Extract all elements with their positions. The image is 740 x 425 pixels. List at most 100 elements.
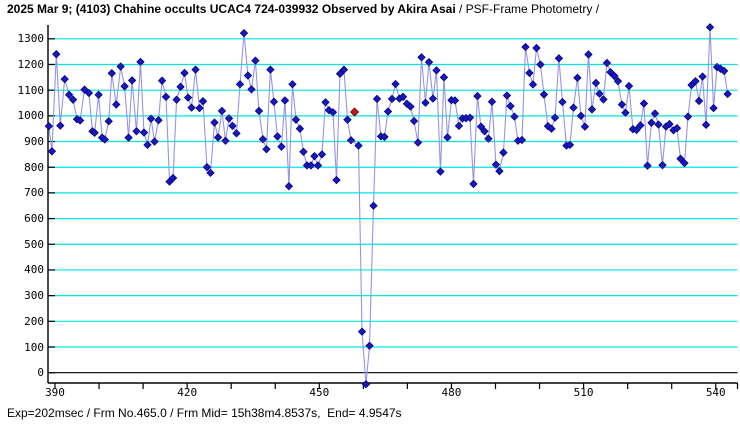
y-tick-label: 300	[24, 289, 44, 303]
data-point-marker	[495, 166, 504, 176]
y-tick-label: 700	[24, 186, 44, 200]
data-point-marker	[698, 72, 707, 81]
data-point-marker	[417, 53, 426, 62]
data-point-marker	[554, 54, 564, 63]
data-point-marker	[180, 68, 189, 78]
data-polyline	[48, 27, 729, 385]
x-tick-label: 540	[705, 386, 726, 399]
data-point-marker	[610, 71, 619, 81]
data-point-marker	[691, 77, 700, 86]
data-point-marker	[369, 201, 378, 210]
data-point-marker	[424, 58, 434, 67]
data-point-marker	[683, 112, 693, 121]
chart-title: 2025 Mar 9; (4103) Chahine occults UCAC4…	[7, 2, 599, 16]
highlight-point	[349, 107, 360, 117]
data-point-marker	[454, 121, 464, 131]
data-point-marker	[343, 115, 352, 124]
data-point-marker	[47, 147, 57, 156]
status-line: Exp=202msec / Frm No.465.0 / Frm Mid= 15…	[7, 406, 402, 420]
x-tick-label: 510	[573, 386, 594, 399]
data-point-marker	[52, 50, 61, 59]
data-point-marker	[328, 108, 338, 117]
light-curve-line	[48, 27, 729, 385]
data-point-marker	[658, 160, 667, 170]
data-point-marker	[346, 136, 356, 145]
data-point-marker	[621, 108, 630, 117]
data-point-marker	[206, 168, 215, 178]
data-point-marker	[365, 341, 374, 350]
data-point-marker	[617, 100, 627, 109]
data-point-marker	[288, 80, 297, 89]
data-point-marker	[521, 42, 530, 52]
data-point-marker	[465, 113, 475, 122]
data-point-marker	[687, 80, 696, 90]
y-tick-label: 1100	[17, 83, 45, 97]
data-point-marker	[127, 76, 137, 85]
data-point-marker	[643, 161, 652, 170]
data-point-marker	[266, 65, 275, 74]
data-point-marker	[565, 140, 575, 150]
data-point-marker	[90, 128, 99, 137]
data-point-marker	[584, 50, 593, 59]
data-point-marker	[213, 133, 223, 142]
y-tick-label: 600	[24, 212, 44, 226]
x-tick-label: 390	[45, 386, 65, 399]
data-point-marker	[291, 115, 301, 124]
data-point-marker	[432, 66, 441, 75]
data-point-marker	[75, 116, 85, 125]
data-point-marker	[64, 90, 74, 99]
data-point-marker	[136, 57, 145, 67]
data-point-marker	[436, 167, 445, 176]
data-point-marker	[654, 120, 663, 129]
data-point-marker	[150, 137, 159, 146]
data-point-marker	[221, 136, 230, 145]
data-point-marker	[484, 134, 493, 143]
data-point-marker	[413, 138, 423, 147]
data-point-marker	[439, 73, 449, 82]
x-tick-label: 480	[441, 386, 462, 399]
data-point-marker	[198, 97, 208, 106]
data-point-marker	[569, 103, 578, 112]
data-point-marker	[161, 92, 171, 102]
data-point-marker	[705, 23, 715, 32]
data-point-marker	[239, 28, 249, 38]
data-point-marker	[210, 118, 219, 127]
data-point-marker	[525, 68, 534, 78]
data-point-marker	[254, 106, 264, 116]
data-point-marker	[476, 122, 486, 131]
data-point-marker	[273, 132, 282, 141]
data-point-marker	[587, 105, 597, 114]
data-point-marker	[406, 102, 415, 111]
data-point-marker	[491, 160, 501, 169]
data-point-marker	[100, 135, 109, 144]
data-point-marker	[383, 107, 393, 116]
data-point-marker	[44, 121, 53, 131]
data-point-marker	[709, 103, 718, 113]
y-tick-label: 200	[24, 314, 44, 328]
data-point-marker	[68, 95, 78, 104]
data-point-marker	[469, 179, 478, 189]
data-point-marker	[599, 95, 608, 104]
data-point-marker	[172, 95, 181, 104]
data-point-marker	[112, 100, 121, 109]
gridlines	[48, 38, 738, 348]
data-point-marker	[473, 91, 482, 101]
data-point-marker	[701, 120, 711, 130]
data-point-marker	[277, 142, 286, 151]
data-point-marker	[157, 76, 167, 85]
data-point-marker	[104, 117, 113, 126]
data-point-marker	[224, 114, 234, 123]
data-point-marker	[680, 158, 689, 168]
data-point-marker	[120, 82, 129, 91]
chart-title-main: 2025 Mar 9; (4103) Chahine occults UCAC4…	[7, 2, 456, 16]
data-point-marker	[539, 90, 549, 99]
y-tick-label: 100	[24, 340, 44, 354]
data-point-marker	[421, 98, 430, 107]
data-point-marker	[719, 66, 729, 76]
data-point-marker	[280, 96, 290, 105]
axes	[47, 25, 738, 384]
data-point-marker	[116, 62, 125, 71]
data-point-marker	[299, 147, 308, 156]
